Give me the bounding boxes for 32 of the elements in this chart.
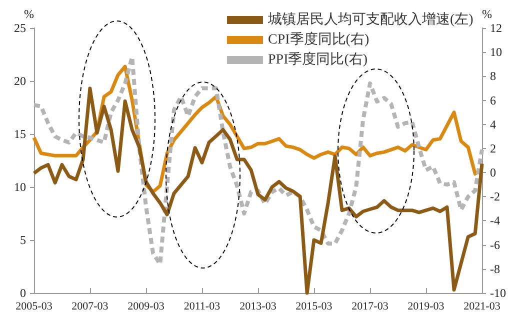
x-tick-label: 2015-03 bbox=[296, 300, 333, 312]
legend-label: 城镇居民人均可支配收入增速(左) bbox=[267, 12, 474, 28]
legend-label: CPI季度同比(右) bbox=[268, 32, 370, 48]
y2-tick-label: 2 bbox=[490, 141, 496, 156]
y2-tick-label: 12 bbox=[490, 21, 502, 35]
y-tick-label: 25 bbox=[14, 21, 26, 35]
x-tick-label: 2009-03 bbox=[128, 300, 165, 312]
y2-tick-label: 8 bbox=[490, 69, 496, 84]
x-tick-label: 2017-03 bbox=[352, 300, 389, 312]
y2-tick-label: -6 bbox=[490, 238, 500, 252]
y2-tick-label: 6 bbox=[490, 93, 496, 108]
y2-tick-label: 10 bbox=[490, 45, 502, 60]
y2-axis-title: % bbox=[482, 7, 492, 21]
x-tick-label: 2013-03 bbox=[240, 300, 277, 312]
y-tick-label: 10 bbox=[14, 180, 26, 194]
y2-tick-label: -10 bbox=[490, 286, 506, 300]
y2-tick-label: -2 bbox=[490, 190, 500, 204]
y-tick-label: 20 bbox=[14, 74, 26, 88]
x-tick-label: 2021-03 bbox=[464, 300, 501, 312]
y-tick-label: 5 bbox=[20, 233, 26, 247]
x-tick-label: 2011-03 bbox=[184, 300, 221, 312]
y2-tick-label: -8 bbox=[490, 262, 500, 276]
legend-label: PPI季度同比(右) bbox=[268, 52, 368, 68]
y-tick-label: 0 bbox=[20, 286, 26, 300]
y2-tick-label: -4 bbox=[490, 214, 500, 228]
x-tick-label: 2007-03 bbox=[72, 300, 109, 312]
y2-tick-label: 0 bbox=[490, 166, 496, 180]
y-tick-label: 15 bbox=[14, 127, 26, 141]
y2-tick-label: 4 bbox=[490, 117, 496, 132]
x-tick-label: 2019-03 bbox=[408, 300, 445, 312]
y-axis-title: % bbox=[24, 7, 34, 21]
x-tick-label: 2005-03 bbox=[16, 300, 53, 312]
